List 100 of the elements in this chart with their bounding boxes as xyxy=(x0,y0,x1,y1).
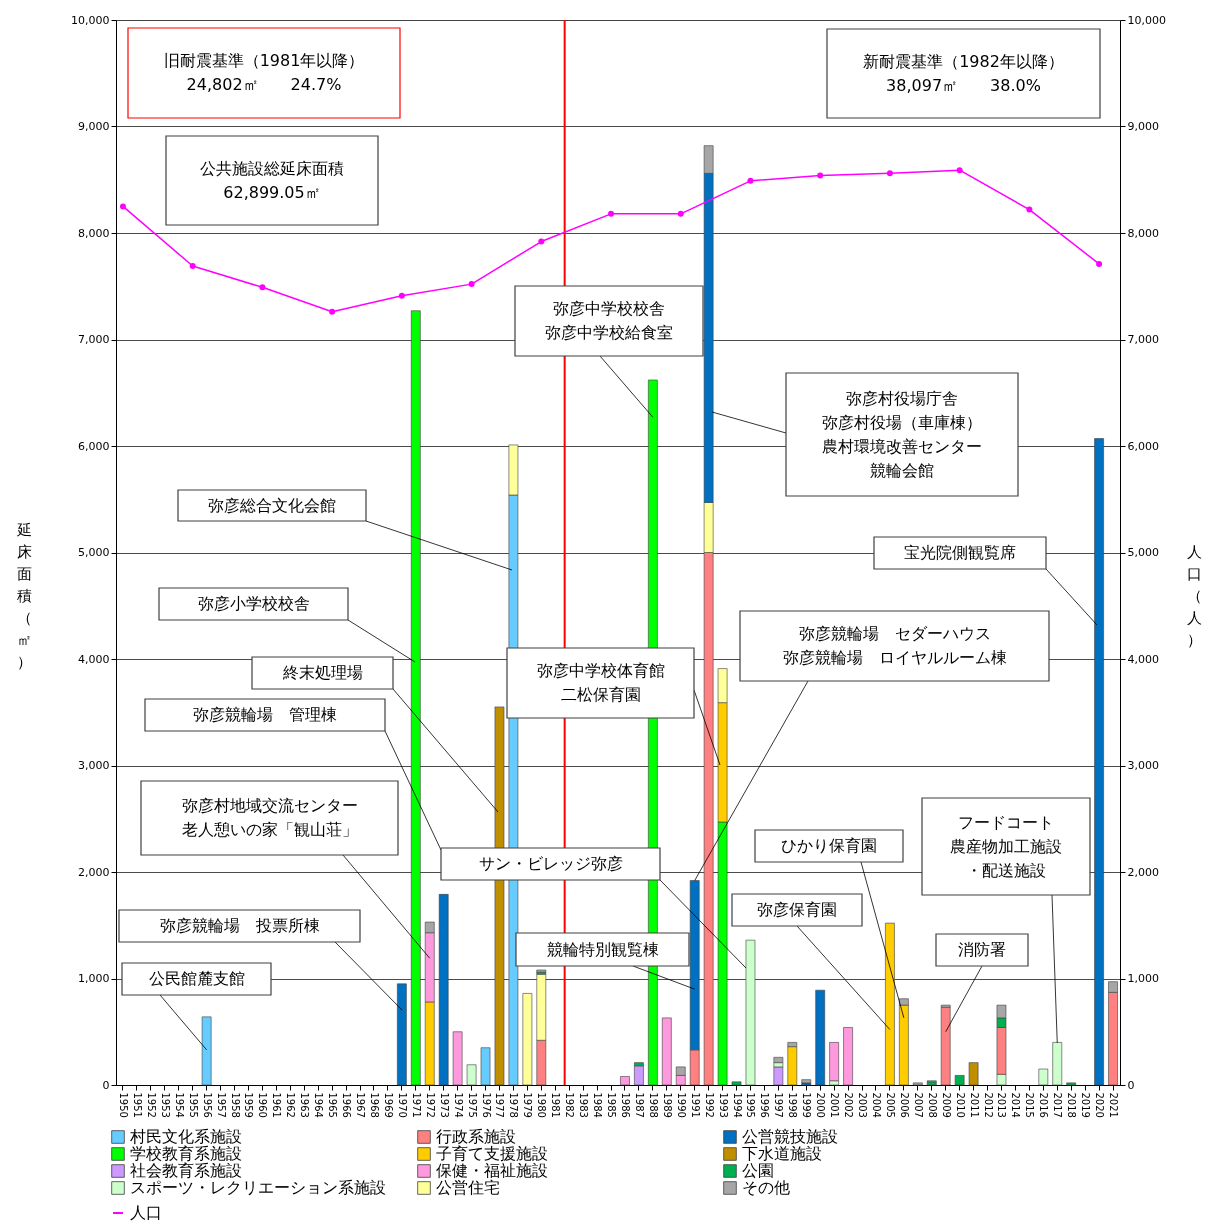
legend-label: 公園 xyxy=(742,1161,774,1180)
legend-label: 下水道施設 xyxy=(742,1144,822,1163)
annotation: 弥彦競輪場 管理棟 xyxy=(193,705,337,724)
x-tick-label: 1998 xyxy=(787,1092,799,1118)
annotation: 24,802㎡ 24.7% xyxy=(186,75,342,94)
x-tick-label: 1989 xyxy=(661,1092,673,1118)
x-tick-label: 1978 xyxy=(508,1092,520,1118)
x-tick-label: 1953 xyxy=(159,1092,171,1118)
annotation: 弥彦村地域交流センター xyxy=(181,796,358,815)
annotation: 38,097㎡ 38.0% xyxy=(886,75,1041,95)
x-tick-label: 1951 xyxy=(131,1092,143,1118)
y2-tick-label: 8,000 xyxy=(1127,226,1159,240)
x-tick-label: 1995 xyxy=(745,1092,757,1118)
x-tick-label: 2003 xyxy=(857,1092,869,1118)
x-tick-label: 1952 xyxy=(145,1092,157,1118)
x-tick-label: 1999 xyxy=(801,1092,813,1118)
x-tick-label: 2013 xyxy=(996,1092,1008,1118)
x-tick-label: 2005 xyxy=(884,1092,896,1118)
y2-tick-label: 2,000 xyxy=(1127,865,1159,879)
x-tick-label: 1988 xyxy=(647,1092,659,1118)
x-tick-label: 1970 xyxy=(396,1092,408,1118)
legend-label: 公営住宅 xyxy=(436,1178,500,1197)
y-tick-label: 6,000 xyxy=(78,439,110,453)
x-tick-label: 1954 xyxy=(173,1092,185,1118)
legend-label: その他 xyxy=(742,1178,790,1197)
x-tick-label: 1961 xyxy=(271,1092,283,1118)
x-tick-label: 1980 xyxy=(536,1092,548,1118)
y2-tick-label: 7,000 xyxy=(1127,333,1159,346)
x-tick-label: 2016 xyxy=(1038,1092,1050,1118)
y-tick-label: 7,000 xyxy=(78,333,110,346)
annotation: 弥彦中学校校舎 xyxy=(553,299,665,318)
annotation: 弥彦総合文化会館 xyxy=(208,495,336,515)
legend-label: 保健・福祉施設 xyxy=(436,1161,548,1180)
annotation: 公共施設総延床面積 xyxy=(200,158,344,178)
x-tick-label: 2018 xyxy=(1066,1092,1078,1118)
annotation: 弥彦村役場庁舎 xyxy=(846,388,958,408)
legend-label: スポーツ・レクリエーション系施設 xyxy=(130,1178,386,1197)
annotation: ・配送施設 xyxy=(966,860,1046,880)
x-tick-label: 1993 xyxy=(717,1092,729,1118)
x-tick-label: 1987 xyxy=(633,1092,645,1118)
x-tick-label: 1967 xyxy=(355,1092,367,1118)
y2-tick-label: 10,000 xyxy=(1127,13,1166,27)
x-tick-label: 1956 xyxy=(201,1092,213,1118)
x-tick-label: 1991 xyxy=(689,1092,701,1118)
legend-label: 行政系施設 xyxy=(436,1127,516,1146)
x-tick-label: 2002 xyxy=(843,1092,855,1118)
x-tick-label: 1975 xyxy=(466,1092,478,1118)
x-tick-label: 1960 xyxy=(257,1092,269,1118)
annotation: 農産物加工施設 xyxy=(950,836,1062,856)
x-tick-label: 1958 xyxy=(229,1092,241,1118)
x-tick-label: 1981 xyxy=(550,1092,562,1118)
y2-tick-label: 3,000 xyxy=(1127,759,1159,772)
x-tick-label: 1963 xyxy=(299,1092,311,1118)
x-tick-label: 2004 xyxy=(870,1092,882,1118)
y-axis-title: 延床面積（㎡） xyxy=(15,521,32,671)
annotation: 旧耐震基準（1981年以降） xyxy=(163,51,365,70)
annotation: 公民館麓支館 xyxy=(148,969,245,988)
annotation: 弥彦保育園 xyxy=(757,900,837,919)
x-tick-label: 1957 xyxy=(215,1092,227,1118)
x-tick-label: 2000 xyxy=(815,1092,827,1118)
x-tick-label: 2014 xyxy=(1010,1092,1022,1118)
annotation: 老人憩いの家「観山荘」 xyxy=(181,820,358,839)
y-tick-label: 8,000 xyxy=(78,226,110,240)
x-tick-label: 2010 xyxy=(954,1092,966,1118)
x-tick-label: 1984 xyxy=(592,1092,604,1118)
x-tick-label: 2020 xyxy=(1094,1092,1106,1118)
x-tick-label: 1968 xyxy=(368,1092,380,1118)
legend-label: 学校教育系施設 xyxy=(130,1144,242,1163)
y2-axis-title: 人口（人） xyxy=(1186,543,1202,649)
x-tick-label: 1973 xyxy=(438,1092,450,1118)
x-tick-label: 2017 xyxy=(1052,1092,1064,1118)
annotation: 弥彦競輪場 ロイヤルルーム棟 xyxy=(782,648,1007,667)
x-tick-label: 2006 xyxy=(898,1092,910,1118)
legend-label: 社会教育系施設 xyxy=(130,1161,242,1180)
x-tick-label: 2008 xyxy=(926,1092,938,1118)
x-tick-label: 1965 xyxy=(327,1092,339,1118)
legend-label: 公営競技施設 xyxy=(742,1127,838,1146)
x-tick-label: 1997 xyxy=(773,1092,785,1118)
x-tick-label: 1977 xyxy=(494,1092,506,1118)
annotation: 終末処理場 xyxy=(281,663,363,682)
x-tick-label: 1992 xyxy=(703,1092,715,1118)
annotation: 弥彦競輪場 投票所棟 xyxy=(159,916,320,935)
annotation: 消防署 xyxy=(958,940,1006,959)
legend-label: 人口 xyxy=(130,1203,162,1221)
annotation: 競輪会館 xyxy=(870,460,934,480)
annotation: 弥彦中学校給食室 xyxy=(545,323,673,342)
y2-tick-label: 4,000 xyxy=(1127,652,1159,666)
y2-tick-label: 1,000 xyxy=(1127,972,1159,985)
y-tick-label: 10,000 xyxy=(71,13,110,27)
annotation: 宝光院側観覧席 xyxy=(904,543,1016,562)
annotation: サン・ビレッジ弥彦 xyxy=(478,854,623,873)
x-tick-label: 1950 xyxy=(117,1092,129,1118)
legend-label: 子育て支援施設 xyxy=(436,1144,548,1163)
x-tick-label: 2009 xyxy=(940,1092,952,1118)
annotation: 競輪特別観覧棟 xyxy=(546,939,659,959)
x-tick-label: 2019 xyxy=(1080,1092,1092,1118)
annotation: フードコート xyxy=(958,812,1054,832)
x-tick-label: 1982 xyxy=(564,1092,576,1118)
x-tick-label: 1976 xyxy=(480,1092,492,1118)
y2-tick-label: 5,000 xyxy=(1127,546,1159,559)
